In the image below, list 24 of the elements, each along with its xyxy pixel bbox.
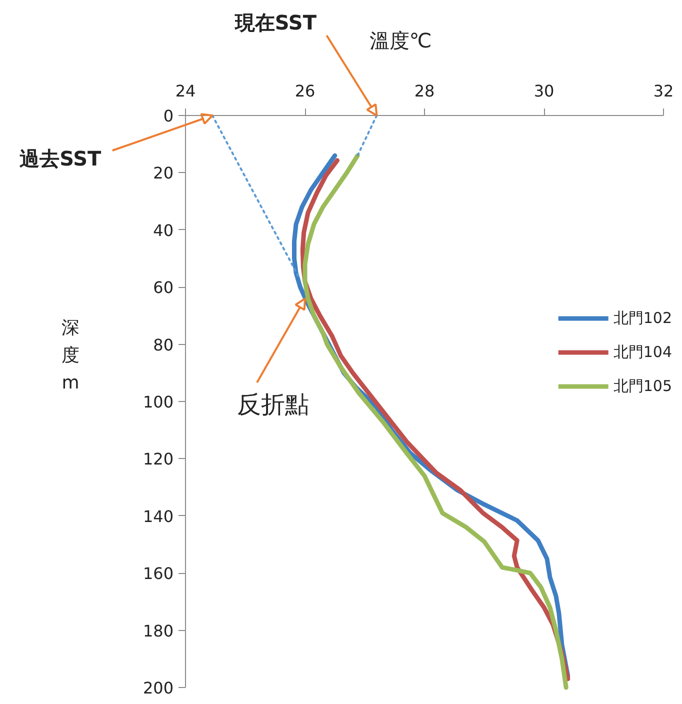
y-tick-label: 180 bbox=[142, 621, 174, 640]
y-tick-label: 200 bbox=[142, 678, 174, 698]
y-tick-label: 60 bbox=[153, 278, 174, 298]
legend-label: 北門102 bbox=[613, 308, 672, 328]
y-axis-title: 深度m bbox=[62, 318, 80, 394]
y-tick-label: 140 bbox=[142, 506, 174, 526]
x-tick-label: 26 bbox=[294, 82, 316, 100]
y-tick-label: 40 bbox=[153, 220, 174, 240]
annotation: 反折點 bbox=[237, 390, 309, 419]
x-tick-label: 30 bbox=[534, 82, 554, 100]
y-tick-label: 100 bbox=[142, 392, 174, 412]
x-tick-label: 32 bbox=[653, 82, 674, 100]
x-axis-title: 溫度℃ bbox=[369, 28, 432, 52]
y-tick-label: 20 bbox=[153, 164, 174, 183]
y-tick-label: 120 bbox=[142, 450, 174, 469]
y-tick-label: 160 bbox=[142, 564, 174, 584]
x-tick-label: 28 bbox=[414, 82, 435, 100]
annotation: 過去SST bbox=[18, 146, 102, 170]
x-tick-label: 24 bbox=[175, 82, 196, 100]
y-tick-label: 80 bbox=[153, 335, 174, 354]
annotation: 現在SST bbox=[234, 10, 317, 34]
legend-label: 北門105 bbox=[613, 376, 672, 396]
legend-label: 北門104 bbox=[613, 342, 672, 362]
y-tick-label: 0 bbox=[163, 106, 174, 126]
